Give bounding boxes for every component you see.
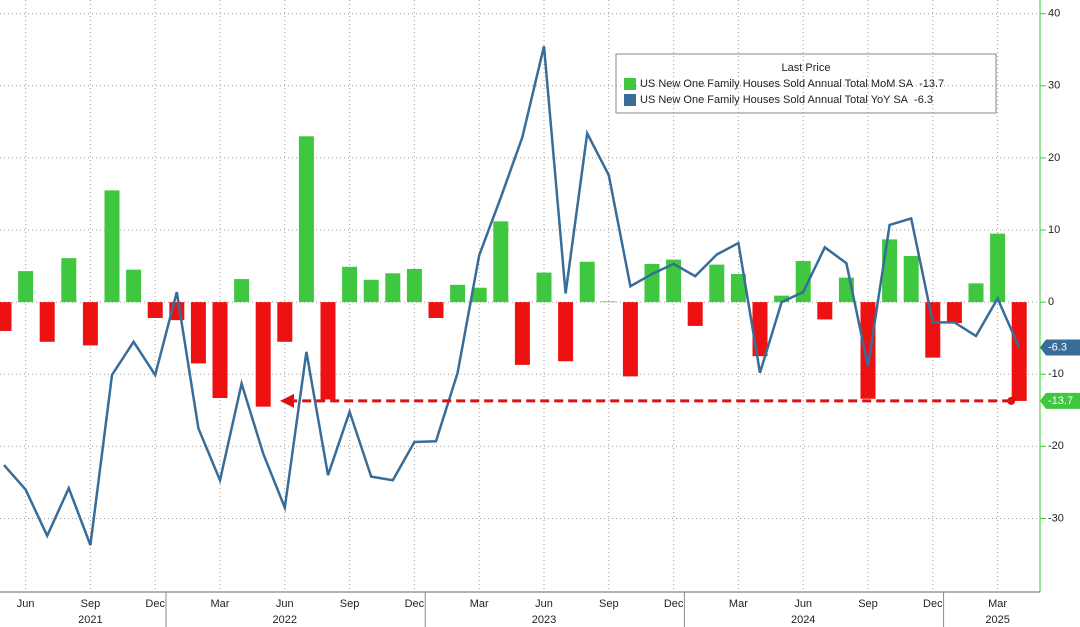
bar bbox=[61, 258, 77, 303]
bar bbox=[428, 302, 444, 318]
bar bbox=[860, 302, 876, 399]
bar bbox=[298, 136, 314, 303]
last-tag bbox=[1040, 392, 1080, 409]
legend-label: US New One Family Houses Sold Annual Tot… bbox=[640, 94, 933, 106]
bar bbox=[946, 302, 962, 324]
x-tick-label: Dec bbox=[923, 598, 943, 610]
legend-name: US New One Family Houses Sold Annual Tot… bbox=[640, 78, 914, 90]
bar bbox=[882, 239, 898, 303]
bar bbox=[666, 259, 682, 303]
y-tick-label: -30 bbox=[1048, 512, 1064, 524]
bar bbox=[536, 272, 552, 303]
y-tick-label: -10 bbox=[1048, 368, 1064, 380]
legend-title: Last Price bbox=[782, 62, 831, 74]
bar bbox=[990, 233, 1006, 303]
x-tick-label: Mar bbox=[470, 598, 489, 610]
x-tick-label: Sep bbox=[340, 598, 360, 610]
y-tick-label: 40 bbox=[1048, 8, 1060, 20]
x-tick-label: Jun bbox=[276, 598, 294, 610]
bar bbox=[363, 279, 379, 303]
x-tick-label: Sep bbox=[81, 598, 101, 610]
bar bbox=[774, 295, 790, 303]
legend-swatch bbox=[624, 78, 636, 90]
x-tick-label: Jun bbox=[794, 598, 812, 610]
year-label: 2024 bbox=[791, 614, 815, 626]
bar bbox=[493, 221, 509, 303]
x-tick-label: Dec bbox=[664, 598, 684, 610]
bar bbox=[622, 302, 638, 377]
x-tick-label: Jun bbox=[17, 598, 35, 610]
legend-name: US New One Family Houses Sold Annual Tot… bbox=[640, 94, 909, 106]
bar bbox=[82, 302, 98, 346]
bar bbox=[709, 264, 725, 303]
bar bbox=[579, 261, 595, 303]
legend-swatch bbox=[624, 94, 636, 106]
legend-last: -6.3 bbox=[914, 94, 933, 106]
bar bbox=[147, 302, 163, 318]
bar bbox=[968, 283, 984, 303]
bar bbox=[277, 302, 293, 342]
bar bbox=[730, 274, 746, 303]
line bbox=[3, 45, 1021, 546]
last-tag-label: -13.7 bbox=[1048, 395, 1073, 407]
y-tick-label: -20 bbox=[1048, 440, 1064, 452]
arrow-tail bbox=[1007, 396, 1016, 405]
bar bbox=[342, 266, 358, 303]
bar bbox=[104, 190, 120, 303]
last-tag-label: -6.3 bbox=[1048, 341, 1067, 353]
x-tick-label: Sep bbox=[858, 598, 878, 610]
bar bbox=[39, 302, 55, 342]
x-tick-label: Dec bbox=[405, 598, 425, 610]
bar bbox=[795, 261, 811, 303]
bar bbox=[126, 269, 142, 303]
y-tick-label: 20 bbox=[1048, 152, 1060, 164]
bar bbox=[190, 302, 206, 364]
bar bbox=[255, 302, 271, 407]
bar bbox=[471, 287, 487, 303]
legend-last: -13.7 bbox=[919, 78, 944, 90]
bar bbox=[601, 301, 617, 303]
year-label: 2021 bbox=[78, 614, 102, 626]
y-tick-label: 10 bbox=[1048, 224, 1060, 236]
bar bbox=[817, 302, 833, 320]
x-tick-label: Sep bbox=[599, 598, 619, 610]
bar bbox=[1011, 302, 1027, 401]
x-tick-label: Mar bbox=[729, 598, 748, 610]
bar bbox=[385, 273, 401, 303]
bar bbox=[558, 302, 574, 362]
bar bbox=[18, 271, 34, 303]
bar bbox=[406, 268, 422, 303]
x-tick-label: Jun bbox=[535, 598, 553, 610]
year-label: 2023 bbox=[532, 614, 556, 626]
bar bbox=[687, 302, 703, 326]
year-label: 2022 bbox=[273, 614, 297, 626]
x-tick-label: Mar bbox=[211, 598, 230, 610]
bar bbox=[0, 302, 12, 331]
y-tick-label: 0 bbox=[1048, 296, 1054, 308]
bar bbox=[234, 279, 250, 303]
bar bbox=[320, 302, 336, 400]
last-tag bbox=[1040, 339, 1080, 356]
x-tick-label: Dec bbox=[145, 598, 165, 610]
bar bbox=[644, 263, 660, 303]
bar bbox=[514, 302, 530, 365]
year-label: 2025 bbox=[985, 614, 1009, 626]
bar bbox=[925, 302, 941, 358]
legend-label: US New One Family Houses Sold Annual Tot… bbox=[640, 78, 944, 90]
x-tick-label: Mar bbox=[988, 598, 1007, 610]
bar bbox=[903, 255, 919, 303]
y-tick-label: 30 bbox=[1048, 80, 1060, 92]
bar bbox=[450, 284, 466, 303]
arrow-head bbox=[280, 393, 294, 408]
bar bbox=[212, 302, 228, 399]
legend-box bbox=[615, 53, 997, 114]
